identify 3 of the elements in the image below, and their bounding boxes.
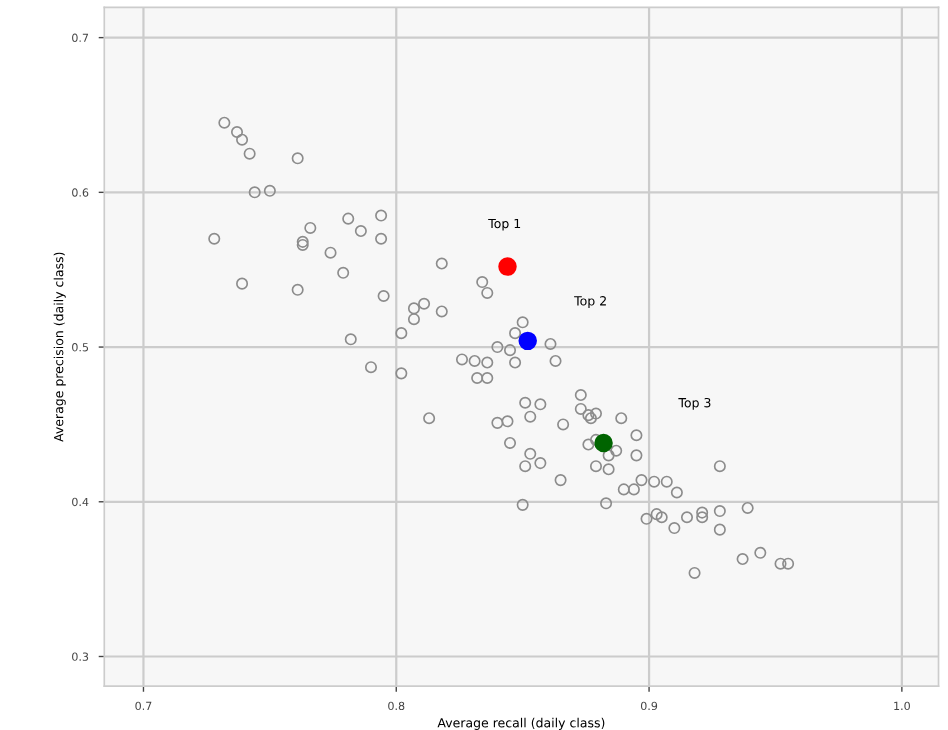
point	[518, 331, 537, 351]
point	[594, 433, 613, 453]
point	[498, 257, 517, 276]
